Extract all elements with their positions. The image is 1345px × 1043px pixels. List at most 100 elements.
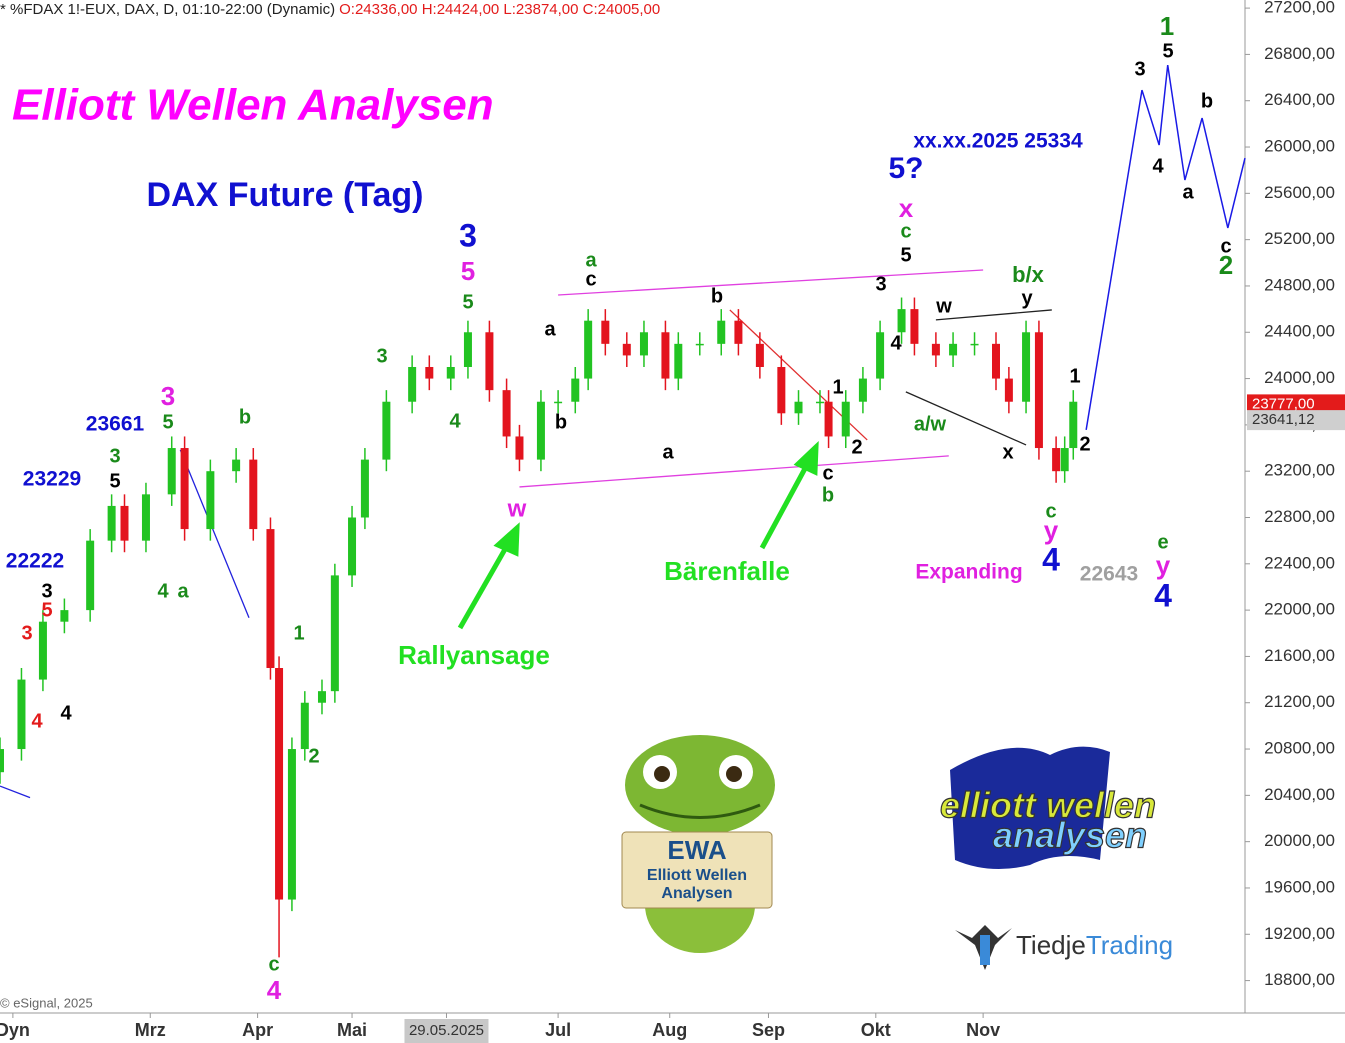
- wave-label: a/w: [914, 413, 947, 435]
- arrow: [759, 461, 811, 550]
- wave-label: 5: [109, 470, 120, 492]
- candle-body: [734, 320, 743, 344]
- candle-body: [858, 378, 867, 402]
- wave-label: a: [177, 580, 189, 602]
- candle-body: [206, 471, 215, 530]
- candle-body: [167, 448, 176, 495]
- x-tick-label: Nov: [966, 1020, 1000, 1040]
- candle-body: [17, 679, 26, 750]
- candle-body: [815, 401, 824, 404]
- price-tag: [1247, 394, 1345, 415]
- candle-body: [180, 448, 189, 530]
- candle-body: [992, 343, 1000, 379]
- wave-label: a: [662, 441, 674, 463]
- candle-body: [287, 749, 296, 900]
- x-tick-label: Sep: [752, 1020, 785, 1040]
- candle-body: [1052, 448, 1061, 472]
- candle-body: [910, 309, 919, 344]
- candle-body: [639, 332, 648, 356]
- wave-label: xx.xx.2025 25334: [913, 130, 1083, 153]
- price-tag-label: 23777,00: [1252, 395, 1315, 412]
- wave-label: 22222: [6, 550, 64, 573]
- trendline: [519, 455, 949, 488]
- candle-body: [330, 575, 339, 692]
- candle-body: [622, 343, 631, 356]
- arrow: [457, 542, 511, 630]
- symbol: * %FDAX 1!-EUX, DAX, D, 01:10-22:00 (Dyn…: [0, 1, 335, 18]
- candle-body: [717, 320, 726, 344]
- partner-name: Tiedje: [1016, 930, 1086, 960]
- wave-label: 5: [41, 599, 52, 621]
- candle-body: [755, 343, 764, 367]
- wave-label: a: [585, 249, 597, 271]
- y-tick-label: 24000,00: [1264, 368, 1335, 387]
- y-tick-label: 20800,00: [1264, 739, 1335, 758]
- x-tick-label: Jul: [545, 1020, 571, 1040]
- y-tick-label: 24800,00: [1264, 275, 1335, 294]
- y-tick-label: 26000,00: [1264, 137, 1335, 156]
- wave-label: 4: [1152, 155, 1164, 177]
- logo-text: elliott wellen: [940, 785, 1156, 826]
- candle-body: [485, 332, 494, 391]
- wave-label: 4: [157, 580, 169, 602]
- y-tick-label: 21200,00: [1264, 692, 1335, 711]
- wave-label: c: [900, 220, 911, 242]
- wave-label: w: [507, 495, 527, 522]
- wave-label: Bärenfalle: [664, 556, 790, 586]
- mascot-mouth: [639, 803, 761, 819]
- candle-body: [794, 401, 803, 414]
- trendline: [905, 391, 1027, 446]
- wave-label: y: [1156, 550, 1171, 580]
- price-tag: [1247, 410, 1345, 431]
- mascot: EWA Elliott Wellen Analysen: [621, 735, 775, 953]
- candle-body: [120, 505, 129, 541]
- wave-label: 4: [267, 975, 282, 1005]
- partner-name: Trading: [1086, 930, 1173, 960]
- y-tick-label: 19600,00: [1264, 877, 1335, 896]
- wave-label: 3: [41, 580, 52, 602]
- candle-body: [317, 691, 326, 703]
- y-tick-label: 22400,00: [1264, 553, 1335, 572]
- partner-logo: TiedjeTrading: [955, 925, 1173, 970]
- wave-label: a: [1182, 181, 1194, 203]
- candle-body: [425, 366, 434, 379]
- wave-label: a: [544, 318, 556, 340]
- wave-label: 5: [461, 256, 475, 286]
- ewa-logo: elliott wellen analysen: [939, 746, 1157, 869]
- trendline: [0, 785, 31, 799]
- candle-body: [0, 749, 4, 773]
- wave-label: c: [585, 268, 596, 290]
- candle-body: [360, 459, 369, 518]
- candle-body: [841, 401, 850, 437]
- mascot-pupil: [654, 766, 670, 782]
- x-tick-label: Mrz: [135, 1020, 166, 1040]
- ohlc: O:24336,00 H:24424,00 L:23874,00 C:24005…: [339, 1, 660, 18]
- wave-label: y: [1044, 515, 1059, 545]
- arrow-head: [793, 440, 819, 476]
- wave-label: b: [555, 411, 567, 433]
- wave-label: 5: [162, 411, 173, 433]
- x-tick-label: 29.05.2025: [409, 1022, 484, 1039]
- wave-label: b: [711, 285, 723, 307]
- candle-body: [931, 343, 940, 356]
- x-tick-label: Okt: [861, 1020, 891, 1040]
- logo-flag: [950, 746, 1110, 869]
- chart-header: * %FDAX 1!-EUX, DAX, D, 01:10-22:00 (Dyn…: [0, 1, 660, 18]
- wave-label: 5?: [888, 152, 923, 185]
- partner-text: TiedjeTrading: [1016, 930, 1173, 960]
- y-tick-label: 23200,00: [1264, 461, 1335, 480]
- candle-body: [1060, 448, 1069, 472]
- wave-label: 2: [1079, 433, 1090, 455]
- wave-label: Expanding: [915, 561, 1022, 584]
- wave-label: 5: [462, 291, 473, 313]
- chart-title: Elliott Wellen Analysen: [12, 81, 494, 130]
- candle-body: [674, 343, 683, 379]
- y-tick-label: 22800,00: [1264, 507, 1335, 526]
- wave-label: 4: [449, 410, 461, 432]
- mascot-head: [625, 735, 775, 835]
- y-tick-label: 25200,00: [1264, 229, 1335, 248]
- candle-body: [107, 505, 116, 541]
- wave-label: 4: [1154, 577, 1172, 613]
- wave-label: 23661: [86, 413, 145, 436]
- candle-body: [949, 343, 958, 356]
